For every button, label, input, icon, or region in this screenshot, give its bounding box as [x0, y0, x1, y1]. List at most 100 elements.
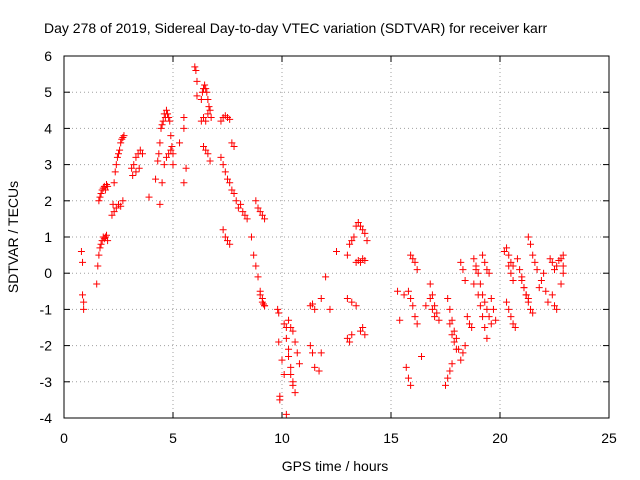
data-point: [202, 117, 210, 125]
data-point: [485, 313, 493, 321]
data-point: [202, 146, 210, 154]
data-point: [103, 231, 111, 239]
data-point: [182, 164, 190, 172]
data-point: [407, 381, 415, 389]
data-point: [311, 305, 319, 313]
data-point: [507, 313, 515, 321]
data-point: [295, 360, 303, 368]
data-point: [276, 396, 284, 404]
data-point: [160, 161, 168, 169]
data-point: [546, 255, 554, 263]
data-point: [104, 237, 112, 245]
data-point: [446, 367, 454, 375]
data-point: [291, 338, 299, 346]
data-point: [520, 284, 528, 292]
data-point: [117, 202, 125, 210]
data-point: [230, 143, 238, 150]
data-point: [448, 331, 456, 339]
data-point: [394, 287, 402, 295]
data-point: [180, 124, 188, 132]
data-point: [400, 291, 408, 299]
data-point: [483, 266, 491, 274]
data-point: [557, 255, 565, 263]
data-point: [176, 139, 184, 147]
data-point: [221, 233, 229, 241]
y-tick-labels: -4 -3 -2 -1 0 1 2 3 4 5 6: [40, 48, 53, 426]
data-point: [317, 349, 325, 357]
data-point: [343, 251, 351, 259]
data-point: [418, 352, 426, 360]
data-point: [548, 291, 556, 299]
data-point: [287, 363, 295, 371]
data-point: [103, 181, 111, 189]
data-point: [95, 197, 103, 205]
x-axis-label: GPS time / hours: [282, 458, 389, 474]
data-point: [191, 63, 199, 71]
data-point: [94, 262, 102, 270]
data-point: [465, 320, 473, 328]
data-point: [200, 143, 208, 150]
data-point: [479, 313, 487, 321]
data-point: [413, 266, 421, 274]
data-point: [165, 114, 173, 122]
data-point: [243, 215, 251, 223]
x-tick-label: 25: [601, 430, 617, 446]
x-tick-label: 0: [60, 430, 68, 446]
x-tick-label: 15: [383, 430, 399, 446]
data-point: [346, 338, 354, 346]
data-point: [503, 298, 511, 306]
data-point: [120, 132, 128, 140]
data-point: [348, 237, 356, 245]
data-point: [224, 175, 231, 183]
data-point: [322, 273, 330, 281]
data-point: [457, 356, 465, 364]
data-point: [254, 204, 262, 212]
data-point: [463, 313, 471, 321]
data-point: [356, 327, 364, 335]
data-point: [507, 258, 515, 266]
data-point: [159, 117, 167, 125]
data-point: [407, 251, 415, 259]
data-point: [529, 251, 537, 259]
data-point: [483, 305, 491, 313]
grid: [64, 56, 609, 418]
data-point: [452, 345, 460, 353]
data-point: [431, 313, 439, 321]
data-point: [80, 305, 88, 313]
data-point: [167, 146, 175, 154]
data-point: [461, 342, 469, 350]
y-tick-label: 0: [44, 265, 52, 281]
data-point: [413, 320, 421, 328]
data-point: [505, 305, 513, 313]
data-point: [156, 200, 164, 208]
data-point: [326, 305, 334, 313]
data-point: [524, 233, 532, 241]
data-point: [505, 262, 513, 270]
data-point: [259, 300, 267, 308]
data-point: [487, 320, 495, 328]
y-tick-label: 6: [44, 48, 52, 64]
data-point: [459, 266, 467, 274]
data-point: [507, 269, 515, 277]
data-point: [396, 316, 404, 324]
data-point: [158, 121, 166, 129]
data-point: [221, 168, 229, 176]
data-point: [444, 295, 452, 303]
data-point: [250, 251, 258, 259]
data-point: [306, 342, 314, 350]
data-point: [228, 186, 236, 194]
data-point: [219, 161, 227, 169]
y-tick-label: -1: [40, 301, 53, 317]
data-point: [492, 316, 500, 324]
data-point: [258, 211, 266, 219]
data-point: [309, 349, 317, 357]
data-point: [193, 77, 201, 85]
data-point: [129, 171, 137, 179]
data-point: [459, 349, 467, 357]
data-point: [359, 226, 367, 234]
data-point: [162, 106, 170, 114]
data-point: [232, 197, 240, 205]
data-point: [217, 117, 225, 125]
data-point: [352, 302, 360, 310]
